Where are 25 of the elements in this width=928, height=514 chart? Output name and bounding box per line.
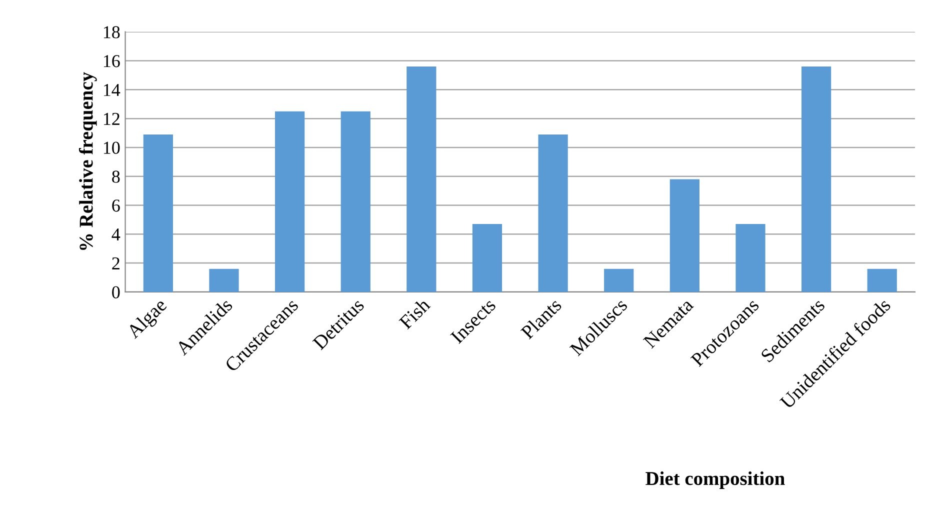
bar	[867, 268, 897, 292]
bar	[801, 66, 832, 292]
bar	[406, 66, 436, 292]
y-tick-label: 14	[104, 84, 120, 96]
x-tick-label: Fish	[398, 296, 431, 330]
bar	[143, 134, 173, 292]
bar	[340, 111, 370, 292]
bar	[670, 179, 700, 292]
y-tick-label: 8	[112, 170, 120, 183]
y-tick-label: 4	[112, 228, 120, 240]
bar	[209, 268, 239, 292]
bar	[275, 111, 305, 292]
y-axis-title: % Relative frequency	[78, 72, 97, 250]
y-tick-label: 16	[104, 55, 120, 68]
y-tick-label: 10	[104, 142, 120, 154]
bar	[736, 224, 766, 292]
x-axis-title: Diet composition	[646, 471, 785, 490]
y-tick-label: 12	[104, 112, 120, 125]
bar	[604, 268, 634, 292]
bar	[472, 224, 502, 292]
y-tick-label: 2	[112, 257, 120, 270]
y-tick-label: 18	[104, 26, 120, 38]
y-tick-label: 0	[112, 286, 120, 298]
bar	[538, 134, 568, 292]
y-tick-label: 6	[112, 200, 120, 212]
